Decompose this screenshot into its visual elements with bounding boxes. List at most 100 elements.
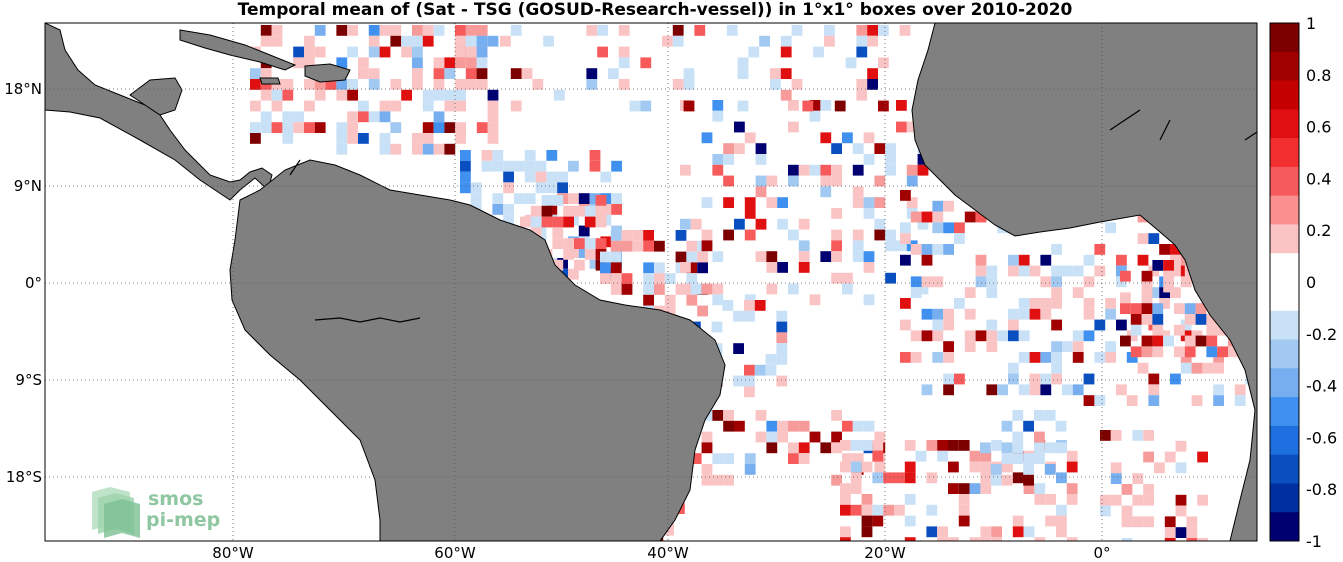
data-box [712, 453, 724, 464]
data-box [788, 442, 799, 454]
data-box [1094, 265, 1106, 277]
data-box [894, 472, 905, 484]
data-box [293, 46, 304, 58]
data-box [1143, 484, 1154, 495]
colorbar-segment [1270, 109, 1299, 139]
data-box [921, 254, 933, 266]
colorbar-segment [1270, 80, 1299, 110]
data-box [1029, 265, 1041, 277]
data-box [842, 283, 853, 295]
data-box [969, 461, 981, 473]
data-box [910, 330, 922, 342]
data-box [1256, 222, 1257, 234]
data-box [654, 273, 665, 284]
data-box [915, 450, 927, 462]
data-box [680, 164, 691, 176]
data-box [541, 195, 553, 206]
data-box [535, 182, 547, 194]
data-box [293, 111, 304, 123]
colorbar-label: 1 [1306, 14, 1316, 33]
data-box [820, 251, 832, 262]
data-box [820, 100, 832, 111]
colorbar-label: 0.4 [1306, 169, 1331, 188]
data-box [250, 122, 261, 133]
data-box [878, 57, 889, 69]
data-box [1040, 308, 1052, 320]
data-box [314, 89, 326, 101]
data-box [937, 450, 948, 462]
data-box [524, 160, 536, 172]
logo-line2: pi-mep [146, 509, 220, 531]
colorbar-label: -0.8 [1306, 480, 1337, 499]
data-box [712, 294, 724, 306]
data-box [455, 79, 466, 90]
data-box [610, 284, 622, 295]
data-box [964, 287, 976, 298]
data-box [589, 150, 601, 161]
data-box [568, 160, 579, 172]
data-box [943, 352, 954, 363]
data-box [932, 244, 944, 255]
data-box [611, 193, 622, 204]
data-box [788, 283, 799, 295]
colorbar-segment [1270, 51, 1299, 82]
data-box [867, 79, 878, 90]
data-box [1001, 442, 1013, 454]
data-box [990, 474, 1002, 486]
data-box [1001, 420, 1013, 432]
data-box [1159, 244, 1170, 255]
data-box [600, 251, 611, 263]
data-box [1094, 244, 1106, 255]
data-box [543, 35, 554, 47]
data-box [390, 143, 402, 155]
data-box [788, 420, 799, 432]
data-box [282, 79, 294, 90]
data-box [948, 461, 959, 473]
data-box [712, 164, 724, 176]
data-box [722, 300, 734, 311]
data-box [896, 100, 907, 111]
data-box [874, 464, 886, 475]
data-box [926, 504, 938, 516]
data-box [831, 410, 842, 421]
data-box [412, 35, 423, 47]
data-box [1152, 346, 1164, 358]
data-box [780, 46, 792, 58]
data-box [524, 171, 536, 183]
data-box [597, 25, 608, 36]
data-box [492, 150, 504, 161]
data-box [726, 25, 738, 36]
data-box [766, 197, 778, 208]
data-box [532, 79, 544, 90]
data-box [422, 122, 434, 133]
data-box [1008, 319, 1019, 331]
data-box [932, 330, 944, 342]
data-box [589, 160, 601, 172]
data-box [574, 205, 585, 217]
colorbar-label: -0.2 [1306, 325, 1337, 344]
data-box [813, 46, 824, 58]
data-box [1159, 298, 1170, 309]
data-box [401, 35, 412, 47]
data-box [654, 284, 665, 295]
data-box [856, 79, 868, 90]
data-box [610, 240, 622, 252]
data-box [680, 283, 691, 295]
data-box [503, 182, 514, 194]
data-box [900, 190, 911, 201]
data-box [492, 204, 504, 215]
data-box [958, 504, 970, 516]
data-box [737, 100, 749, 112]
data-box [401, 89, 412, 101]
data-box [1213, 384, 1224, 396]
data-box [460, 150, 471, 161]
data-box [1056, 504, 1067, 516]
data-box [840, 483, 851, 494]
data-box [589, 193, 601, 204]
data-box [1116, 319, 1127, 331]
colorbar-segment [1270, 23, 1299, 53]
data-box [856, 89, 868, 101]
data-box [932, 222, 944, 234]
data-box [1132, 516, 1144, 528]
data-box [632, 230, 644, 241]
